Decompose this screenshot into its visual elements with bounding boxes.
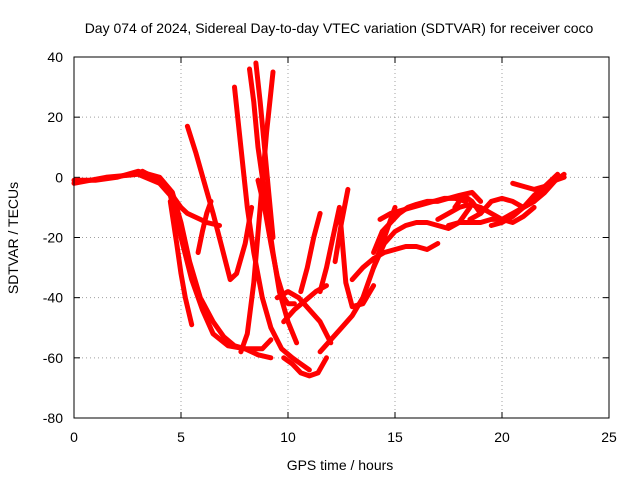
- series-arc-b: [71, 171, 274, 352]
- x-tick-label: 25: [601, 429, 617, 445]
- series-arc-z: [510, 174, 567, 192]
- x-tick-label: 0: [70, 429, 78, 445]
- series-arc-aa: [452, 192, 484, 216]
- x-tick-labels: 0 5 10 15 20 25: [70, 429, 617, 445]
- y-tick-label: -80: [43, 410, 63, 426]
- series-arc-bb: [488, 171, 561, 228]
- y-tick-labels: 40 20 0 -20 -40 -60 -80: [43, 49, 63, 426]
- plot-frame: [73, 56, 610, 419]
- y-tick-label: -20: [43, 230, 63, 246]
- series-arc-o: [298, 210, 323, 295]
- series-arc-h: [238, 69, 276, 355]
- y-axis-label: SDTVAR / TECUs: [5, 182, 21, 294]
- series-arc-k: [255, 177, 297, 307]
- series-arc-q: [332, 186, 351, 265]
- y-tick-label: -60: [43, 350, 63, 366]
- y-tick-label: 0: [55, 169, 63, 185]
- series-arc-s: [349, 241, 441, 283]
- x-tick-label: 15: [387, 429, 403, 445]
- x-tick-label: 10: [280, 429, 296, 445]
- series-arc-g: [232, 84, 312, 373]
- chart-title: Day 074 of 2024, Sidereal Day-to-day VTE…: [85, 20, 594, 36]
- data-series: [71, 60, 567, 379]
- y-tick-label: 40: [47, 49, 63, 65]
- x-axis-label: GPS time / hours: [287, 457, 394, 473]
- x-tick-label: 5: [177, 429, 185, 445]
- series-arc-f: [195, 198, 214, 255]
- series-arc-d: [167, 198, 195, 328]
- series-arc-j: [253, 60, 276, 240]
- y-tick-label: 20: [47, 109, 63, 125]
- y-tick-label: -40: [43, 290, 63, 306]
- series-arc-e: [184, 123, 255, 283]
- series-arc-m: [281, 355, 329, 379]
- x-tick-label: 20: [494, 429, 510, 445]
